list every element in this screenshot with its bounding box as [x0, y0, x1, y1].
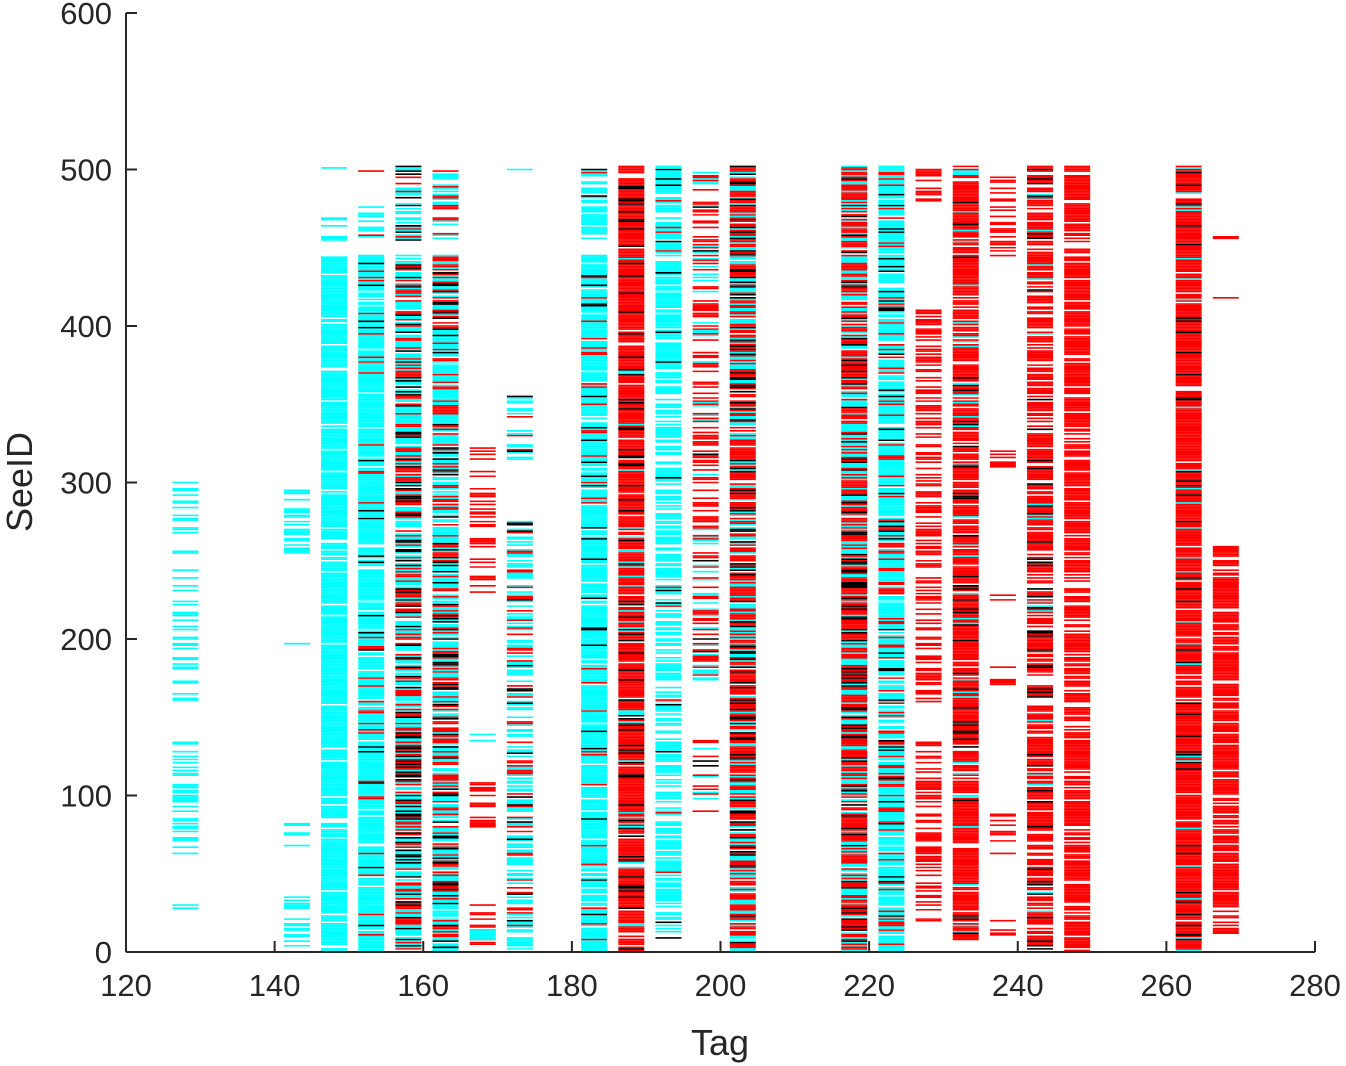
tag-column-158-4 — [395, 165, 422, 953]
chart-marks — [172, 165, 1239, 953]
tag-column-223-15 — [878, 165, 905, 953]
tag-column-168-7 — [469, 733, 496, 941]
tag-column-128-0 — [172, 481, 199, 909]
tag-column-173-8 — [506, 168, 533, 953]
tag-column-218-14 — [841, 165, 868, 953]
tag-column-143-1 — [283, 489, 310, 953]
tag-column-188-10 — [618, 165, 645, 953]
tag-column-183-9 — [581, 168, 608, 953]
tag-column-168-6 — [469, 447, 496, 945]
tag-column-153-3 — [358, 170, 385, 952]
tag-column-198-12 — [692, 171, 719, 812]
tag-column-193-11 — [655, 165, 682, 939]
tag-column-203-13 — [729, 165, 756, 953]
tag-column-228-16 — [915, 168, 942, 922]
tag-column-148-2 — [321, 167, 348, 953]
tag-column-163-5 — [432, 170, 459, 952]
